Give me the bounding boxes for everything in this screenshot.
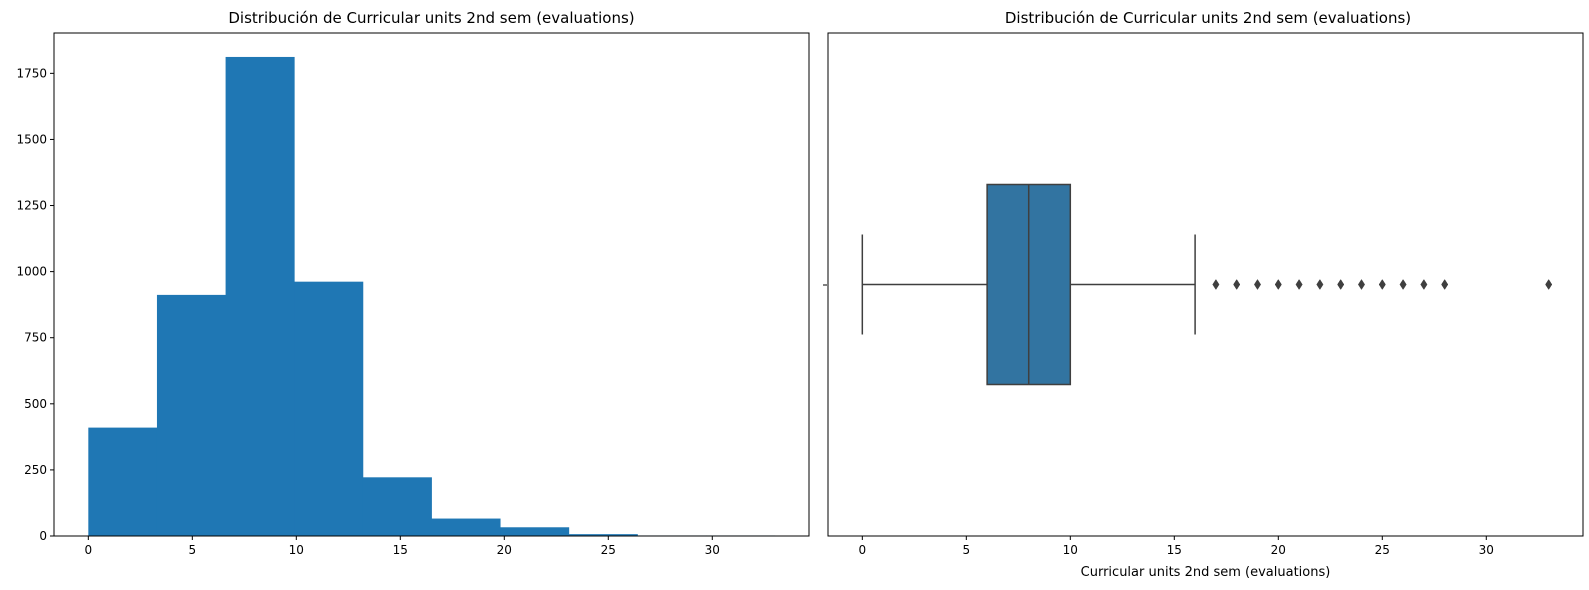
boxplot-outlier-point [1399, 279, 1407, 290]
boxplot-x-tick-label: 15 [1167, 543, 1182, 557]
boxplot-outlier-point [1545, 279, 1553, 290]
histogram-bar [88, 427, 158, 536]
histogram-y-tick-label: 500 [24, 397, 47, 411]
histogram-bars [88, 56, 776, 536]
histogram-x-tick-label: 30 [705, 543, 720, 557]
boxplot-x-tick-label: 0 [858, 543, 866, 557]
boxplot-outlier-point [1441, 279, 1449, 290]
boxplot-outliers [1212, 279, 1553, 290]
boxplot-x-ticks: 0 5 10 15 20 25 30 [858, 536, 1494, 557]
boxplot-frame [827, 32, 1584, 537]
boxplot-x-axis-label: Curricular units 2nd sem (evaluations) [1081, 565, 1331, 580]
histogram-bar [500, 527, 570, 536]
histogram-y-tick-label: 1250 [16, 199, 47, 213]
histogram-y-tick-label: 1500 [16, 132, 47, 146]
boxplot-outlier-point [1254, 279, 1261, 290]
histogram-y-tick-label: 750 [24, 331, 47, 345]
histogram-title: Distribución de Curricular units 2nd sem… [228, 9, 634, 27]
histogram-y-tick-label: 250 [24, 463, 47, 477]
boxplot-outlier-point [1357, 279, 1365, 290]
boxplot-x-tick-label: 25 [1375, 543, 1390, 557]
histogram-x-tick-label: 10 [289, 543, 304, 557]
histogram-frame [53, 32, 810, 537]
boxplot-outlier-point [1316, 279, 1324, 290]
histogram-y-tick-label: 0 [39, 529, 47, 543]
histogram-y-tick-label: 1000 [16, 265, 47, 279]
histogram-x-tick-label: 5 [188, 543, 196, 557]
histogram-panel: Distribución de Curricular units 2nd sem… [16, 9, 810, 557]
boxplot-outlier-point [1212, 279, 1220, 290]
boxplot-body [861, 183, 1196, 386]
boxplot-x-tick-label: 10 [1063, 543, 1078, 557]
boxplot-outlier-point [1274, 279, 1282, 290]
boxplot-outlier-point [1295, 279, 1303, 290]
histogram-x-ticks: 0 5 10 15 20 25 30 [84, 536, 720, 557]
histogram-bar [568, 534, 638, 536]
histogram-bar [156, 294, 226, 536]
histogram-y-ticks: 0 250 500 750 1000 1250 1500 1750 [16, 66, 54, 543]
histogram-x-tick-label: 20 [497, 543, 512, 557]
boxplot-x-tick-label: 5 [962, 543, 970, 557]
boxplot-x-tick-label: 20 [1271, 543, 1286, 557]
histogram-bar [431, 518, 501, 536]
boxplot-panel: Distribución de Curricular units 2nd sem… [823, 9, 1584, 580]
histogram-x-tick-label: 0 [84, 543, 92, 557]
boxplot-outlier-point [1378, 279, 1386, 290]
boxplot-outlier-point [1420, 279, 1428, 290]
boxplot-x-tick-label: 30 [1479, 543, 1494, 557]
histogram-x-tick-label: 25 [601, 543, 616, 557]
histogram-bar [225, 56, 295, 536]
boxplot-outlier-point [1233, 279, 1241, 290]
histogram-y-tick-label: 1750 [16, 66, 47, 80]
histogram-x-tick-label: 15 [393, 543, 408, 557]
histogram-bar [294, 281, 364, 536]
boxplot-title: Distribución de Curricular units 2nd sem… [1005, 9, 1411, 27]
histogram-bar [362, 477, 432, 536]
boxplot-outlier-point [1337, 279, 1345, 290]
